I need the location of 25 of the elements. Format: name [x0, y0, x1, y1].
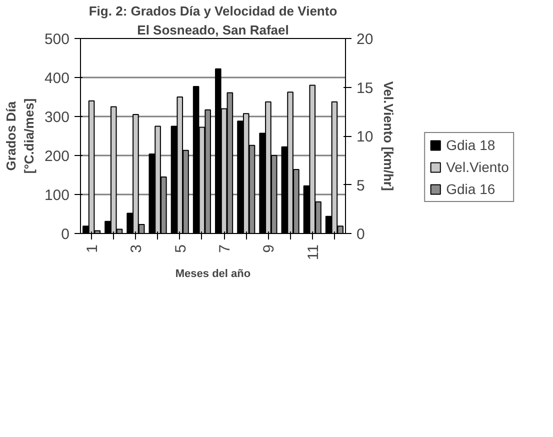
y-axis-title: Grados Día [°C.dia/mes]	[3, 98, 36, 174]
x-tick-label: 11	[304, 244, 322, 260]
x-tick-label: 5	[172, 244, 190, 253]
y2-tick-label: 5	[356, 177, 365, 194]
legend-label: Gdia 18	[446, 136, 496, 152]
y2-tick-label: 0	[356, 226, 365, 243]
x-tick-label: 7	[216, 244, 234, 253]
y2-tick-label: 15	[356, 80, 374, 97]
y-tick-label: 0	[61, 226, 70, 243]
chart-subtitle: El Sosneado, San Rafael	[137, 22, 289, 38]
legend-label: Vel.Viento	[446, 158, 509, 174]
x-tick-label: 3	[128, 244, 146, 253]
y2-axis-title: Vel.Viento [km/hr]	[381, 81, 396, 191]
y2-tick-label: 20	[356, 31, 374, 48]
chart-title: Fig. 2: Grados Día y Velocidad de Viento	[88, 4, 338, 18]
y-tick-label: 100	[44, 187, 70, 204]
y-tick-label: 500	[44, 31, 70, 48]
x-tick-label: 1	[84, 244, 102, 253]
x-axis-title: Meses del año	[175, 268, 251, 280]
y2-tick-label: 10	[356, 128, 374, 146]
y-tick-label: 300	[44, 109, 70, 126]
x-tick-label: 9	[260, 244, 278, 253]
legend-label: Gdia 16	[446, 180, 496, 196]
y-tick-label: 400	[44, 70, 70, 87]
y-tick-label: 200	[44, 148, 70, 165]
